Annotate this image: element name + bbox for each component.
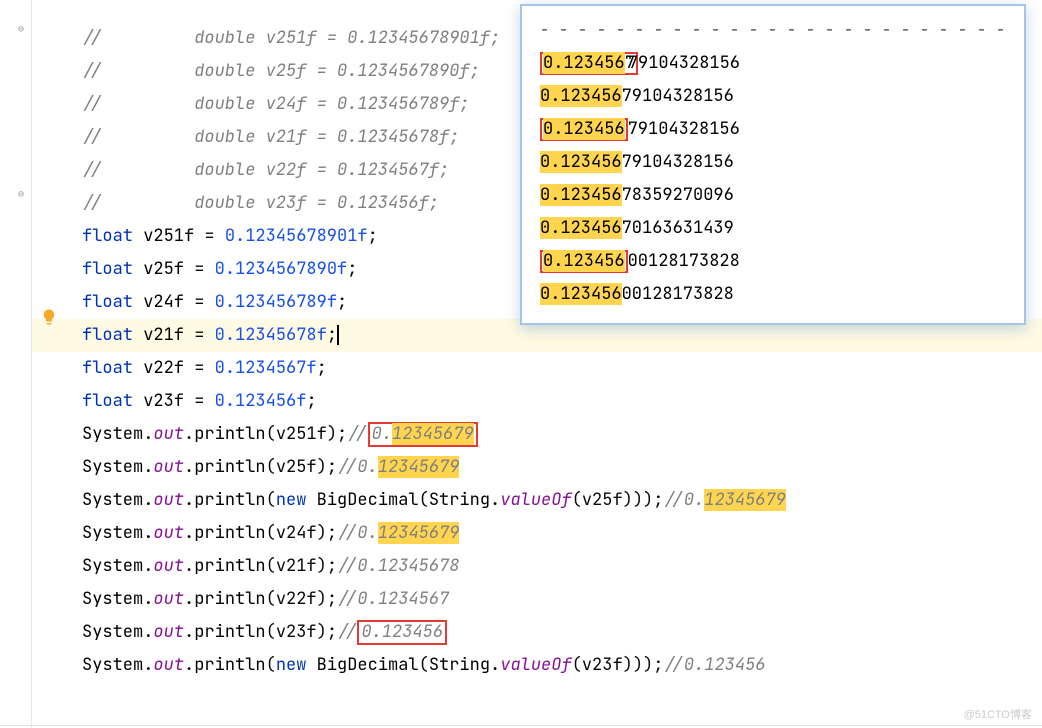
output-row: 0.12345600128173828 <box>540 245 1006 278</box>
comment-line: // double v25f = 0.1234567890f; <box>82 60 480 82</box>
code-line-float-decl: float v23f = 0.123456f; <box>82 385 1042 418</box>
output-row: 0.12345679104328156 <box>540 146 1006 179</box>
editor-gutter: ⊖ ⊖ <box>0 0 32 728</box>
output-row: 0.12345679104328156 <box>540 113 1006 146</box>
code-line-println: System.out.println(v21f);//0.12345678 <box>82 550 1042 583</box>
code-editor: ⊖ ⊖ // double v251f = 0.12345678901f; //… <box>0 0 1042 728</box>
code-line-println: System.out.println(v22f);//0.1234567 <box>82 583 1042 616</box>
output-row: 0.123456779104328156 <box>540 47 1006 80</box>
output-separator: - - - - - - - - - - - - - - - - - - - - … <box>540 14 1006 47</box>
code-line-println-bigdecimal: System.out.println(new BigDecimal(String… <box>82 649 1042 682</box>
code-line-println-bigdecimal: System.out.println(new BigDecimal(String… <box>82 484 1042 517</box>
output-row: 0.12345678359270096 <box>540 179 1006 212</box>
output-row: 0.12345670163631439 <box>540 212 1006 245</box>
comment-line: // double v22f = 0.1234567f; <box>82 159 449 181</box>
lightbulb-icon[interactable] <box>40 308 58 326</box>
code-line-println: System.out.println(v251f);//0.12345679 <box>82 418 1042 451</box>
output-row: 0.12345600128173828 <box>540 278 1006 311</box>
comment-line: // double v23f = 0.123456f; <box>82 192 439 214</box>
divider <box>0 725 1042 726</box>
code-line-float-decl: float v22f = 0.1234567f; <box>82 352 1042 385</box>
code-line-println: System.out.println(v24f);//0.12345679 <box>82 517 1042 550</box>
fold-icon[interactable]: ⊖ <box>18 187 24 200</box>
text-cursor <box>337 325 339 345</box>
output-row: 0.12345679104328156 <box>540 80 1006 113</box>
fold-icon[interactable]: ⊖ <box>18 22 24 35</box>
comment-line: // double v21f = 0.12345678f; <box>82 126 459 148</box>
output-panel: - - - - - - - - - - - - - - - - - - - - … <box>520 4 1026 325</box>
comment-line: // double v251f = 0.12345678901f; <box>82 27 500 49</box>
watermark: @51CTO博客 <box>964 706 1032 722</box>
code-line-println: System.out.println(v25f);//0.12345679 <box>82 451 1042 484</box>
code-line-println: System.out.println(v23f);//0.123456 <box>82 616 1042 649</box>
comment-line: // double v24f = 0.123456789f; <box>82 93 470 115</box>
